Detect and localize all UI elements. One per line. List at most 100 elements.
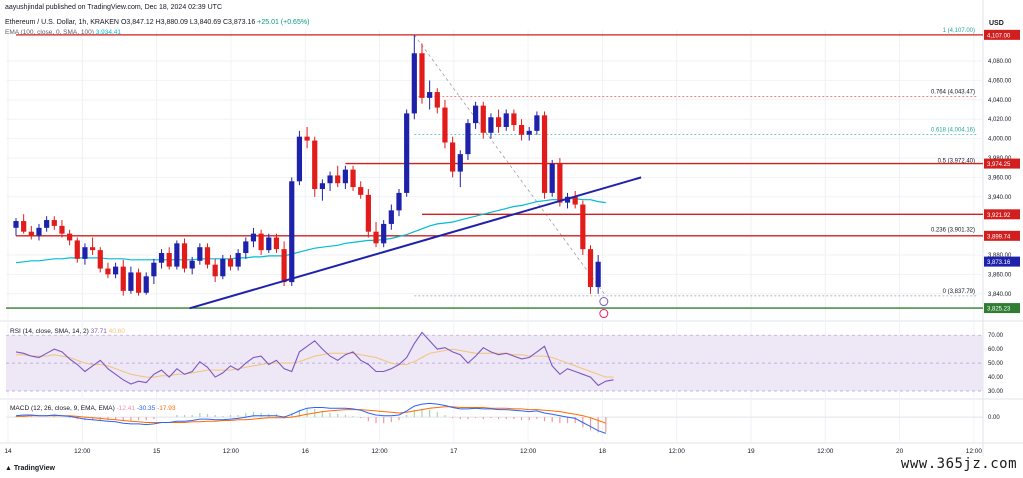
currency-label: USD — [989, 20, 1004, 27]
candle-body — [526, 130, 532, 135]
macd-line — [15, 402, 606, 434]
candle-body — [44, 220, 50, 228]
macd-signal-line — [16, 406, 606, 424]
candle-body — [342, 169, 348, 184]
candle-body — [227, 258, 234, 267]
candle-body — [312, 140, 318, 190]
rsi-y-tick: 30.00 — [988, 389, 1004, 395]
price-tag — [984, 256, 1020, 267]
fib-level-label: 0.618 (4,004.16) — [931, 128, 975, 134]
candle-body — [304, 136, 310, 141]
price-tag-label: 4,107.00 — [987, 33, 1011, 39]
price-tag-label: 3,974.25 — [987, 162, 1011, 168]
candle-body — [97, 250, 103, 269]
candle-body — [572, 196, 578, 205]
candle-body — [427, 92, 433, 98]
rsi-legend: RSI (14, close, SMA, 14, 2) 37.71 40.60 — [10, 328, 125, 335]
candle-body — [327, 175, 333, 184]
x-tick-label: 16 — [302, 448, 310, 455]
candle-body — [258, 233, 264, 251]
macd-value: -30.35 — [136, 405, 156, 412]
candle-body — [595, 261, 601, 287]
candle-body — [289, 181, 295, 283]
candle-body — [74, 240, 80, 259]
candle-body — [59, 225, 65, 234]
candle-body — [181, 243, 188, 269]
candle-body — [273, 237, 280, 250]
price-tag-label: 3,921.92 — [987, 213, 1011, 219]
y-tick-label: 4,060.00 — [988, 78, 1012, 84]
candle-body — [587, 249, 594, 287]
ema-legend: EMA (100, close, 0, SMA, 100) 3,934.41 — [5, 29, 121, 36]
candle-body — [557, 163, 563, 203]
symbol-line: Ethereum / U.S. Dollar, 1h, KRAKEN O3,84… — [5, 19, 309, 26]
candle-body — [404, 113, 410, 193]
rsi-signal-line — [16, 348, 614, 378]
ohlc-high: H3,880.09 — [155, 19, 188, 26]
candle-body — [158, 253, 165, 263]
macd-signal-value: -17.93 — [157, 405, 176, 412]
candle-body — [197, 247, 203, 261]
candle-body — [151, 262, 157, 277]
y-tick-label: 4,080.00 — [988, 59, 1012, 65]
candle-body — [388, 210, 394, 224]
x-tick-label: 12:00 — [817, 448, 834, 455]
watermark: www.365jz.com — [900, 456, 1017, 472]
candle-body — [373, 231, 379, 244]
candle-body — [120, 266, 126, 291]
fib-level-label: 0.236 (3,901.32) — [931, 227, 975, 233]
candle-body — [281, 249, 287, 283]
y-tick-label: 4,020.00 — [988, 117, 1012, 123]
candle-body — [495, 117, 502, 127]
price-tag — [984, 230, 1020, 241]
candle-body — [212, 264, 218, 277]
candle-body — [534, 115, 540, 131]
fib-level-label: 1 (4,107.00) — [943, 28, 975, 34]
candle-body — [82, 247, 88, 259]
candle-body — [143, 276, 149, 293]
price-tag — [984, 29, 1020, 40]
macd-legend: MACD (12, 26, close, 9, EMA, EMA) -12.41… — [10, 405, 176, 412]
bullish-trend-line — [189, 176, 642, 310]
candle-body — [166, 253, 172, 267]
tradingview-logo: ▲ TradingView — [5, 465, 55, 472]
candle-body — [541, 115, 548, 193]
event-marker-icon — [599, 297, 609, 307]
x-tick-label: 12:00 — [74, 448, 91, 455]
candle-body — [67, 233, 73, 241]
logo-text: TradingView — [13, 465, 55, 472]
candle-body — [319, 183, 325, 190]
rsi-line — [15, 331, 614, 387]
rsi-value: 37.71 — [90, 328, 107, 335]
candle-body — [365, 194, 371, 232]
fib-anchor-line — [413, 34, 607, 297]
candle-body — [21, 221, 27, 232]
fib-level-label: 0.764 (4,043.47) — [931, 89, 975, 95]
macd-hist-value: -12.41 — [116, 405, 136, 412]
candle-body — [480, 105, 486, 133]
x-tick-label: 12:00 — [223, 448, 240, 455]
candle-body — [488, 117, 494, 133]
x-tick-label: 19 — [747, 448, 755, 455]
rsi-name: RSI (14, close, SMA, 14, 2) — [10, 328, 89, 335]
candle-body — [434, 92, 440, 108]
candle-body — [450, 142, 456, 172]
fib-level-label: 0 (3,837.79) — [943, 289, 975, 295]
ohlc-change: +25.01 (+0.65%) — [257, 19, 310, 26]
candle-body — [112, 266, 119, 275]
x-tick-label: 12:00 — [966, 448, 983, 455]
candle-body — [235, 253, 241, 267]
x-tick-label: 12:00 — [520, 448, 537, 455]
candle-body — [381, 223, 387, 244]
symbol-name: Ethereum / U.S. Dollar, 1h, KRAKEN — [5, 19, 119, 26]
candle-body — [419, 53, 425, 98]
y-tick-label: 3,840.00 — [988, 292, 1012, 298]
candle-body — [243, 241, 249, 254]
candle-body — [220, 258, 226, 277]
candle-body — [473, 105, 479, 124]
x-tick-label: 17 — [450, 448, 458, 455]
candle-body — [580, 204, 586, 250]
x-tick-label: 14 — [4, 448, 12, 455]
candle-body — [358, 187, 364, 195]
